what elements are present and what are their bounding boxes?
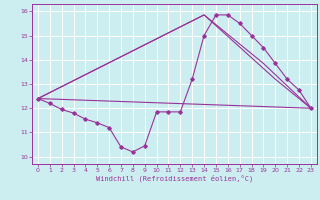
X-axis label: Windchill (Refroidissement éolien,°C): Windchill (Refroidissement éolien,°C) <box>96 175 253 182</box>
